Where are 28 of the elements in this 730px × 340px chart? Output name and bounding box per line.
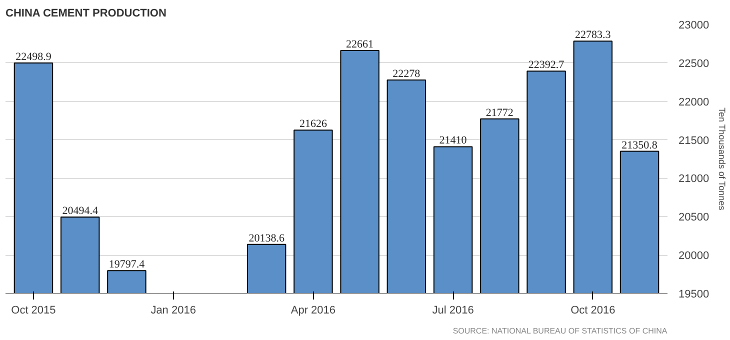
y-tick-label: 22500 [678,58,710,70]
y-axis-title: Ten Thousands of Tonnes [717,107,728,211]
data-label: 21772 [486,106,514,119]
data-label: 19797.4 [108,258,146,271]
source-note: SOURCE: NATIONAL BUREAU OF STATISTICS OF CHINA [452,326,668,336]
x-tick-label: Oct 2015 [11,304,56,316]
y-tick-label: 21500 [678,134,710,147]
x-tick-label: Jul 2016 [432,304,474,316]
x-tick-label: Jan 2016 [150,304,196,316]
x-tick-label: Apr 2016 [290,304,336,316]
data-label: 22392.7 [528,59,565,72]
data-label: 21350.8 [622,139,658,152]
data-label: 21410 [439,134,468,147]
chart-title: CHINA CEMENT PRODUCTION [6,8,166,20]
data-label: 21626 [299,118,328,130]
y-tick-label: 20500 [678,212,710,224]
data-label: 22783.3 [575,29,612,42]
data-label: 22661 [346,38,374,51]
data-label: 22498.9 [16,51,52,64]
y-tick-label: 22000 [678,96,710,108]
data-label: 20138.6 [248,232,285,244]
data-label: 20494.4 [62,205,98,218]
y-tick-label: 23000 [678,20,710,32]
y-tick-label: 21000 [678,173,710,186]
y-tick-label: 20000 [678,250,710,262]
y-tick-label: 19500 [678,288,710,300]
x-tick-label: Oct 2016 [570,304,616,316]
data-label: 22278 [392,68,421,80]
